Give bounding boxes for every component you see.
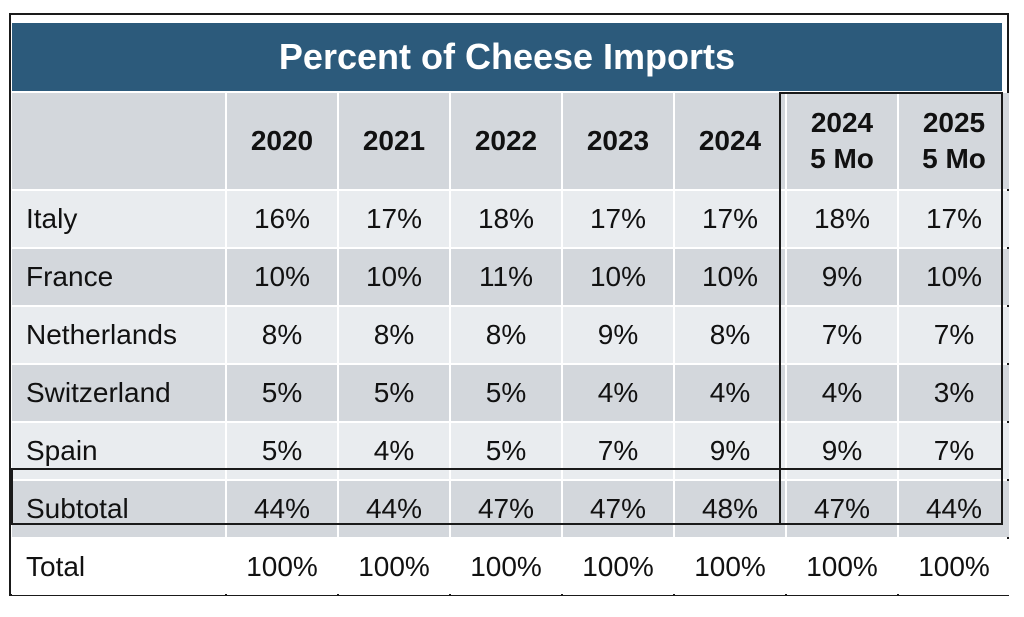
table-cell: 100% bbox=[227, 539, 337, 595]
table-cell: 47% bbox=[451, 481, 561, 537]
column-header-text: 2021 bbox=[362, 124, 426, 156]
header-corner bbox=[12, 93, 225, 189]
row-label: France bbox=[12, 249, 225, 305]
table-cell: 100% bbox=[563, 539, 673, 595]
table-cell: 8% bbox=[227, 307, 337, 363]
row-label: Subtotal bbox=[12, 481, 225, 537]
table-cell: 47% bbox=[787, 481, 897, 537]
table-cell: 17% bbox=[675, 191, 785, 247]
row-label: Spain bbox=[12, 423, 225, 479]
row-label: Switzerland bbox=[12, 365, 225, 421]
table-cell: 100% bbox=[899, 539, 1009, 595]
table-cell: 100% bbox=[451, 539, 561, 595]
table-cell: 44% bbox=[227, 481, 337, 537]
table-cell: 5% bbox=[451, 423, 561, 479]
table-cell: 7% bbox=[899, 307, 1009, 363]
table-cell: 4% bbox=[339, 423, 449, 479]
table-cell: 4% bbox=[787, 365, 897, 421]
table-cell: 4% bbox=[563, 365, 673, 421]
column-header-text: 2020 bbox=[250, 124, 314, 156]
column-header-text: 5 Mo bbox=[810, 143, 874, 174]
table-cell: 10% bbox=[899, 249, 1009, 305]
table-cell: 9% bbox=[563, 307, 673, 363]
column-header-text: 2024 bbox=[810, 106, 874, 138]
table-cell: 4% bbox=[675, 365, 785, 421]
column-header-text: 2023 bbox=[586, 124, 650, 156]
table-cell: 3% bbox=[899, 365, 1009, 421]
column-header: 2024 5 Mo bbox=[787, 93, 897, 189]
table-cell: 5% bbox=[339, 365, 449, 421]
row-label: Italy bbox=[12, 191, 225, 247]
table-cell: 100% bbox=[339, 539, 449, 595]
column-header: 2020 bbox=[227, 93, 337, 189]
table-cell: 5% bbox=[451, 365, 561, 421]
table-cell: 44% bbox=[339, 481, 449, 537]
table-cell: 10% bbox=[563, 249, 673, 305]
table-title: Percent of Cheese Imports bbox=[12, 23, 1002, 91]
data-table: 2020 2021 2022 2023 2024 2024 5 Mo 2025 5 Mo Ital… bbox=[12, 93, 1009, 595]
row-label: Total bbox=[12, 539, 225, 595]
table-cell: 8% bbox=[339, 307, 449, 363]
table-cell: 8% bbox=[675, 307, 785, 363]
table-cell: 11% bbox=[451, 249, 561, 305]
table-cell: 10% bbox=[675, 249, 785, 305]
column-header: 2021 bbox=[339, 93, 449, 189]
column-header: 2023 bbox=[563, 93, 673, 189]
column-header-text: 2025 bbox=[922, 106, 986, 138]
column-header: 2024 bbox=[675, 93, 785, 189]
table-cell: 9% bbox=[675, 423, 785, 479]
table-cell: 5% bbox=[227, 423, 337, 479]
column-header-text: 2022 bbox=[474, 124, 538, 156]
table-cell: 100% bbox=[787, 539, 897, 595]
column-header-text: 2024 bbox=[698, 124, 762, 156]
table-cell: 18% bbox=[787, 191, 897, 247]
table-cell: 9% bbox=[787, 423, 897, 479]
table-cell: 16% bbox=[227, 191, 337, 247]
table-cell: 44% bbox=[899, 481, 1009, 537]
table-cell: 100% bbox=[675, 539, 785, 595]
table-cell: 10% bbox=[339, 249, 449, 305]
table-cell: 7% bbox=[787, 307, 897, 363]
table-cell: 18% bbox=[451, 191, 561, 247]
table-cell: 9% bbox=[787, 249, 897, 305]
table-cell: 8% bbox=[451, 307, 561, 363]
table-cell: 7% bbox=[899, 423, 1009, 479]
table-cell: 17% bbox=[899, 191, 1009, 247]
table-cell: 17% bbox=[563, 191, 673, 247]
column-header-text: 5 Mo bbox=[922, 143, 986, 174]
table-cell: 17% bbox=[339, 191, 449, 247]
table-cell: 10% bbox=[227, 249, 337, 305]
table-cell: 7% bbox=[563, 423, 673, 479]
column-header: 2022 bbox=[451, 93, 561, 189]
table-cell: 47% bbox=[563, 481, 673, 537]
row-label: Netherlands bbox=[12, 307, 225, 363]
table-cell: 48% bbox=[675, 481, 785, 537]
column-header: 2025 5 Mo bbox=[899, 93, 1009, 189]
table-cell: 5% bbox=[227, 365, 337, 421]
